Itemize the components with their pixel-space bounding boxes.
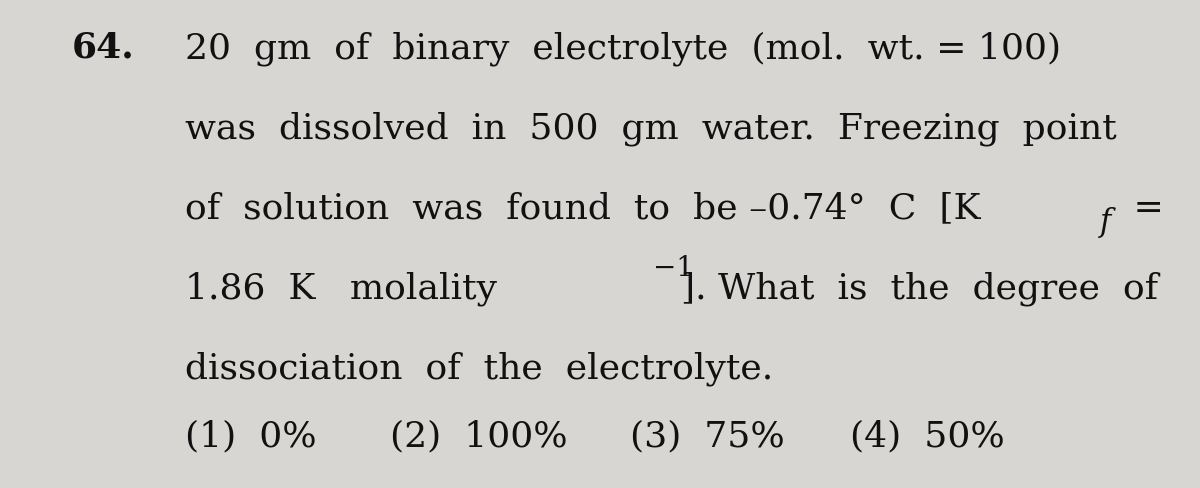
Text: of  solution  was  found  to  be –0.74°  C  [K: of solution was found to be –0.74° C [K xyxy=(185,191,980,225)
Text: 64.: 64. xyxy=(72,31,134,65)
Text: 20  gm  of  binary  electrolyte  (mol.  wt. = 100): 20 gm of binary electrolyte (mol. wt. = … xyxy=(185,31,1061,65)
Text: (1)  0%: (1) 0% xyxy=(185,419,317,453)
Text: f: f xyxy=(1100,207,1111,238)
Text: dissociation  of  the  electrolyte.: dissociation of the electrolyte. xyxy=(185,351,773,386)
Text: =: = xyxy=(1122,191,1164,225)
Text: (4)  50%: (4) 50% xyxy=(850,419,1004,453)
Text: was  dissolved  in  500  gm  water.  Freezing  point: was dissolved in 500 gm water. Freezing … xyxy=(185,111,1117,145)
Text: −1: −1 xyxy=(653,255,694,282)
Text: (2)  100%: (2) 100% xyxy=(390,419,568,453)
Text: (3)  75%: (3) 75% xyxy=(630,419,785,453)
Text: ]. What  is  the  degree  of: ]. What is the degree of xyxy=(682,271,1158,305)
Text: 1.86  K   molality: 1.86 K molality xyxy=(185,271,497,305)
